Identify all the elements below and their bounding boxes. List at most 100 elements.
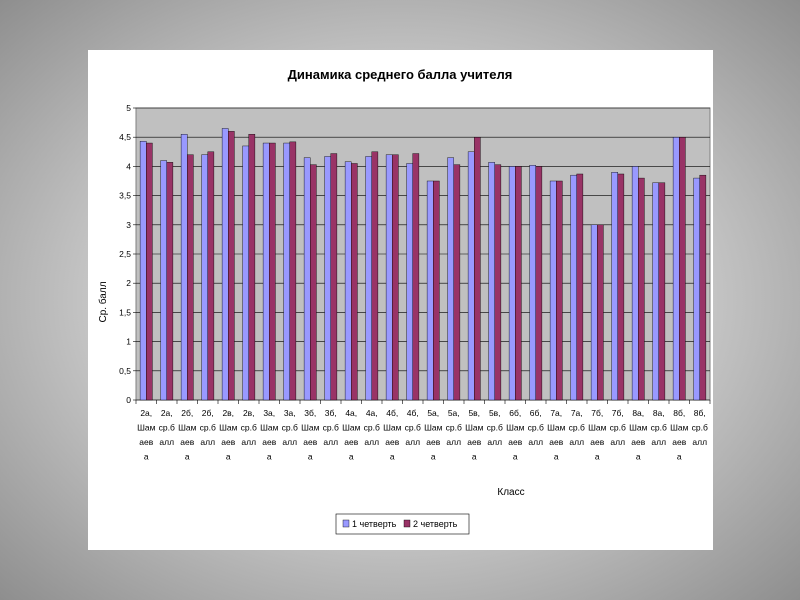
y-tick-label: 1,5 bbox=[119, 307, 131, 317]
x-category-label: 2б, Шам аев а bbox=[178, 408, 197, 462]
bar-1-5 bbox=[242, 145, 249, 401]
legend-label-2: 2 четверть bbox=[413, 519, 458, 529]
x-category-label: 2а, Шам аев а bbox=[137, 408, 156, 462]
bar-2-25 bbox=[658, 182, 666, 401]
bar-1-10 bbox=[344, 161, 352, 401]
bar-2-12 bbox=[392, 154, 399, 401]
y-axis-label: Ср. балл bbox=[97, 281, 109, 322]
bar-1-0 bbox=[139, 141, 147, 401]
x-category-label: 4а, ср.б алл bbox=[364, 408, 380, 447]
x-category-label: 4б, ср.б алл bbox=[405, 408, 421, 447]
x-category-label: 3а, ср.б алл bbox=[282, 408, 298, 447]
bar-2-18 bbox=[515, 166, 522, 401]
bar-1-12 bbox=[385, 154, 393, 401]
bar-2-20 bbox=[556, 180, 563, 401]
bar-2-7 bbox=[289, 141, 297, 401]
chart-card: Динамика среднего балла учителя 0 0,5 1 1,5… bbox=[88, 50, 713, 550]
bar-2-1 bbox=[166, 162, 174, 401]
x-category-label: 5в, Шам аев а bbox=[465, 408, 484, 462]
x-category-label: 2б, ср.б алл bbox=[200, 408, 216, 447]
y-tick-label: 0,5 bbox=[119, 366, 131, 376]
bar-1-15 bbox=[447, 157, 454, 401]
legend-box bbox=[335, 513, 470, 535]
x-category-label: 8а, Шам аев а bbox=[629, 408, 648, 462]
bar-1-26 bbox=[672, 136, 680, 401]
x-category-label: 4а, Шам аев а bbox=[342, 408, 361, 462]
x-category-label: 2в, Шам аев а bbox=[219, 408, 238, 462]
chart-title: Динамика среднего балла учителя bbox=[288, 67, 513, 82]
bar-2-4 bbox=[228, 131, 235, 401]
bar-2-8 bbox=[310, 164, 317, 401]
y-tick-label: 5 bbox=[126, 103, 131, 113]
y-tick-label: 2 bbox=[126, 278, 131, 288]
y-tick-label: 3,5 bbox=[119, 191, 131, 201]
x-category-label: 8б, Шам аев а bbox=[670, 408, 689, 462]
x-category-label: 7б, Шам аев а bbox=[588, 408, 607, 462]
bar-1-2 bbox=[180, 134, 188, 401]
x-category-label: 8а, ср.б алл bbox=[651, 408, 667, 447]
bar-2-24 bbox=[638, 177, 645, 401]
y-axis-ticks: 0 0,5 1 1,5 2 2,5 3 3,5 4 4,5 5 bbox=[119, 103, 136, 405]
bar-2-26 bbox=[679, 136, 686, 401]
bar-2-21 bbox=[576, 173, 584, 401]
x-category-label: 6б, ср.б алл bbox=[528, 408, 544, 447]
bar-1-13 bbox=[406, 163, 413, 401]
y-tick-label: 3 bbox=[126, 220, 131, 230]
bar-1-14 bbox=[426, 180, 434, 401]
x-category-label: 4б, Шам аев а bbox=[383, 408, 402, 462]
bar-2-5 bbox=[248, 134, 256, 401]
y-tick-label: 1 bbox=[126, 337, 131, 347]
bar-2-16 bbox=[474, 136, 481, 401]
bar-1-7 bbox=[283, 142, 290, 401]
bar-1-9 bbox=[324, 156, 331, 401]
bar-1-20 bbox=[549, 180, 557, 401]
y-tick-label: 0 bbox=[126, 395, 131, 405]
bar-2-19 bbox=[535, 166, 543, 401]
x-category-label: 3б, ср.б алл bbox=[323, 408, 339, 447]
bar-1-23 bbox=[611, 172, 618, 401]
bar-2-13 bbox=[412, 153, 420, 401]
x-category-label: 3а, Шам аев а bbox=[260, 408, 279, 462]
bar-2-27 bbox=[699, 174, 707, 401]
x-category-label: 5а, ср.б алл bbox=[446, 408, 462, 447]
bar-2-9 bbox=[330, 153, 338, 401]
bar-2-22 bbox=[597, 224, 604, 401]
bar-1-8 bbox=[303, 157, 311, 401]
legend-swatch-1 bbox=[342, 519, 350, 528]
bars bbox=[139, 128, 707, 401]
bar-2-0 bbox=[146, 142, 153, 401]
x-category-label: 6б, Шам аев а bbox=[506, 408, 525, 462]
bar-1-6 bbox=[262, 142, 270, 401]
bar-1-16 bbox=[467, 151, 475, 401]
bar-chart: Динамика среднего балла учителя 0 0,5 1 1,5… bbox=[97, 67, 711, 535]
bar-1-18 bbox=[508, 166, 516, 401]
x-category-label: 5а, Шам аев а bbox=[424, 408, 443, 462]
y-tick-label: 2,5 bbox=[119, 249, 131, 259]
bar-1-24 bbox=[631, 166, 639, 401]
x-category-label: 3б, Шам аев а bbox=[301, 408, 320, 462]
bar-2-23 bbox=[617, 173, 625, 401]
x-category-label: 5в, ср.б алл bbox=[487, 408, 503, 447]
legend-swatch-2 bbox=[403, 519, 411, 528]
bar-2-14 bbox=[433, 180, 440, 401]
bar-2-6 bbox=[269, 142, 276, 401]
bar-1-3 bbox=[201, 154, 208, 401]
bar-1-17 bbox=[488, 162, 495, 401]
x-axis-label: Класс bbox=[497, 487, 524, 498]
bar-1-19 bbox=[529, 165, 536, 401]
legend: 1 четверть 2 четверть bbox=[335, 513, 470, 535]
bar-2-17 bbox=[494, 164, 502, 401]
bar-1-25 bbox=[652, 182, 659, 401]
bar-2-15 bbox=[453, 164, 461, 401]
bar-1-27 bbox=[693, 177, 700, 401]
bar-2-3 bbox=[207, 151, 215, 401]
bar-2-2 bbox=[187, 154, 194, 401]
x-category-label: 7б, ср.б алл bbox=[610, 408, 626, 447]
bar-1-11 bbox=[365, 156, 372, 401]
bar-1-1 bbox=[160, 160, 167, 401]
legend-label-1: 1 четверть bbox=[352, 519, 397, 529]
x-category-label: 8б, ср.б алл bbox=[692, 408, 708, 447]
bar-2-10 bbox=[351, 163, 358, 401]
bar-1-4 bbox=[221, 128, 229, 401]
